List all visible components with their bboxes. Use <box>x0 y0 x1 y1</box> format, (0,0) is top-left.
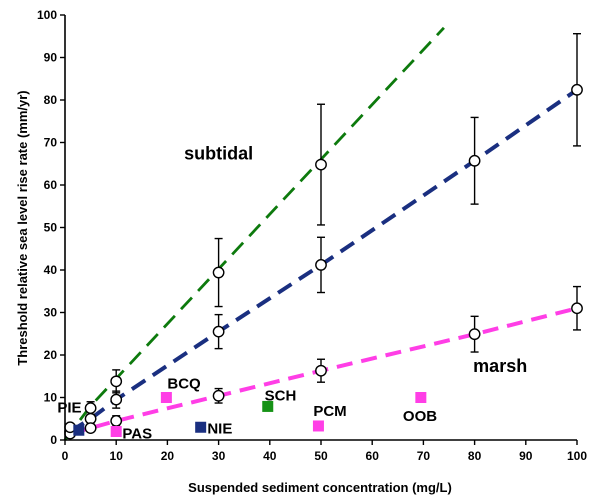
data-point-1-6 <box>571 83 583 96</box>
site-marker-pas <box>110 426 122 437</box>
y-tick-label-0: 0 <box>50 433 57 447</box>
x-tick-label-80: 80 <box>468 449 482 463</box>
data-point-3-2 <box>110 375 123 388</box>
y-tick-label-10: 10 <box>44 391 58 405</box>
y-tick-label-70: 70 <box>44 136 58 150</box>
data-point-1-4 <box>315 258 327 271</box>
y-tick-label-60: 60 <box>44 178 58 192</box>
x-tick-label-50: 50 <box>314 449 328 463</box>
data-point-2-1 <box>84 422 97 434</box>
x-tick-label-100: 100 <box>567 449 587 463</box>
data-point-1-5 <box>468 154 481 167</box>
site-label-pas: PAS <box>122 426 152 443</box>
site-label-pcm: PCM <box>313 403 346 420</box>
site-marker-nie <box>195 421 207 433</box>
x-tick-label-20: 20 <box>161 449 175 463</box>
site-markers: PIE PAS BCQ NIE SCH PCM OOB <box>57 376 437 443</box>
site-marker-bcq <box>160 392 172 403</box>
y-tick-label-100: 100 <box>37 8 57 22</box>
data-point-3-1 <box>84 402 97 415</box>
y-tick-label-90: 90 <box>44 51 58 65</box>
region-label-marsh: marsh <box>473 356 527 376</box>
site-label-oob: OOB <box>403 408 437 425</box>
x-tick-label-0: 0 <box>62 449 69 463</box>
site-label-sch: SCH <box>265 387 297 404</box>
site-marker-sch <box>262 400 274 412</box>
y-axis-title: Threshold relative sea level rise rate (… <box>15 90 30 365</box>
data-point-2-6 <box>571 302 583 315</box>
y-tick-label-20: 20 <box>44 348 58 362</box>
site-marker-oob <box>415 392 427 403</box>
region-label-subtidal: subtidal <box>184 144 253 164</box>
x-tick-label-70: 70 <box>417 449 431 463</box>
y-tick-label-40: 40 <box>44 263 58 277</box>
site-label-pie: PIE <box>57 399 81 416</box>
data-point-1-2 <box>110 393 123 406</box>
data-point-3-3 <box>212 266 225 279</box>
data-point-2-3 <box>212 389 225 402</box>
data-points <box>64 83 583 440</box>
site-label-nie: NIE <box>207 421 232 438</box>
series-line-0 <box>63 26 445 441</box>
x-tick-label-40: 40 <box>263 449 277 463</box>
site-marker-pcm <box>312 420 324 432</box>
x-tick-label-10: 10 <box>110 449 124 463</box>
data-point-2-5 <box>468 328 481 341</box>
y-tick-label-30: 30 <box>44 306 58 320</box>
data-point-2-2 <box>110 414 123 427</box>
data-point-3-4 <box>315 158 327 171</box>
tick-labels: 0 10 20 30 40 50 60 70 80 90 100 0 10 20 30 40 50 60 70 80 9… <box>37 8 587 463</box>
y-tick-label-50: 50 <box>44 221 58 235</box>
region-labels: subtidal marsh <box>184 144 527 377</box>
x-tick-label-90: 90 <box>519 449 533 463</box>
x-tick-label-30: 30 <box>212 449 226 463</box>
data-point-1-3 <box>212 325 225 338</box>
x-axis-title: Suspended sediment concentration (mg/L) <box>188 480 452 495</box>
site-marker-pie <box>73 424 85 436</box>
y-tick-label-80: 80 <box>44 93 58 107</box>
data-point-2-4 <box>315 364 327 377</box>
x-tick-label-60: 60 <box>366 449 380 463</box>
site-label-bcq: BCQ <box>167 376 201 393</box>
axes <box>60 14 578 445</box>
